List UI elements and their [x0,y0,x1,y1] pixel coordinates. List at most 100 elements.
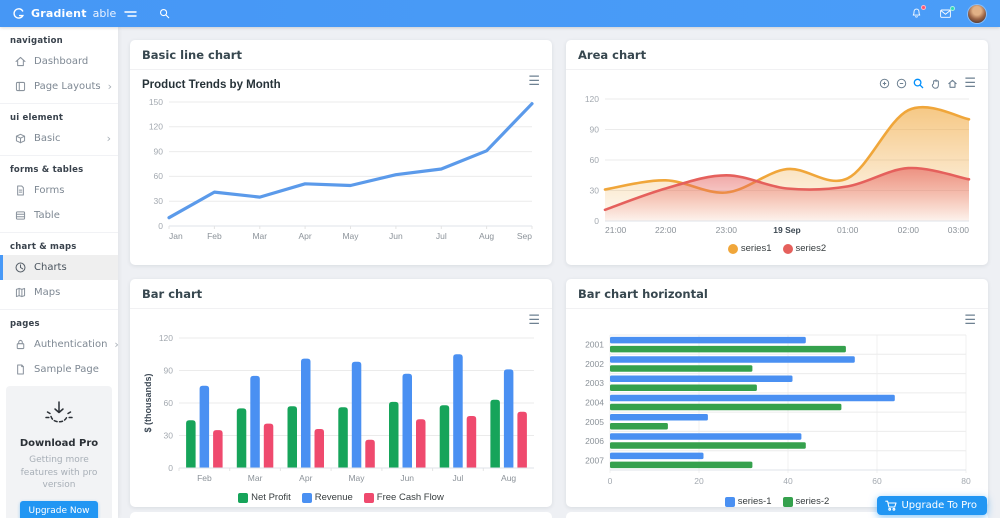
sidebar-nav: navigation Dashboard Page Layouts › ui eleme… [0,27,119,386]
svg-text:Jun: Jun [400,473,414,483]
svg-text:21:00: 21:00 [605,225,627,235]
card-header-bar-chart-horizontal: Bar chart horizontal [566,279,988,309]
brand-logo[interactable]: Gradient able [0,7,118,20]
svg-text:22:00: 22:00 [655,225,677,235]
sidebar-item-label: Basic [34,133,61,144]
zoom-out-icon[interactable] [896,78,907,89]
svg-text:Jul: Jul [452,473,463,483]
notification-badge [921,5,926,10]
legend-marker [301,492,312,503]
message-badge [950,6,955,11]
user-avatar[interactable] [968,4,986,23]
area-chart-toolbar: ☰ [578,76,976,91]
upgrade-to-pro-label: Upgrade To Pro [901,500,977,511]
legend-label: series1 [740,243,772,254]
menu-toggle-icon[interactable] [124,9,137,19]
sidebar-item-sample-page[interactable]: Sample Page [0,357,118,382]
reset-home-icon[interactable] [947,78,958,89]
sidebar-section-pages: pages Authentication › Sample Page [0,310,119,386]
svg-text:2001: 2001 [585,340,604,350]
svg-text:2002: 2002 [585,359,604,369]
svg-text:90: 90 [590,124,600,134]
map-icon [14,286,27,299]
area-chart-menu-icon[interactable]: ☰ [964,75,976,91]
upgrade-to-pro-button[interactable]: Upgrade To Pro [877,496,987,515]
svg-text:Jan: Jan [169,231,183,241]
sidebar: navigation Dashboard Page Layouts › ui eleme… [0,27,119,518]
svg-text:01:00: 01:00 [837,225,859,235]
hbar-chart-legend: series-1 series-2 [578,494,976,509]
sidebar-item-authentication[interactable]: Authentication › [0,332,119,357]
sidebar-item-label: Sample Page [34,364,99,375]
legend-item-series2[interactable]: series2 [782,243,826,254]
svg-text:90: 90 [154,146,164,156]
svg-text:0: 0 [168,463,173,473]
bar-chart-menu-icon[interactable]: ☰ [528,313,540,328]
search-icon[interactable] [159,8,170,19]
cart-icon [885,500,898,511]
chevron-right-icon: › [107,79,112,93]
svg-text:60: 60 [590,155,600,165]
line-chart-canvas: 0 30 60 90 120 150 Jan Feb Mar Apr May Jun Jul Aug Sep [142,94,540,248]
svg-text:Mar: Mar [252,231,267,241]
bar-chart-canvas: 0 30 60 90 120 $ (thousands) Feb Mar Apr May Jun Ju… [142,330,540,490]
card-header-bar-chart: Bar chart [130,279,552,309]
svg-text:Mar: Mar [248,473,263,483]
legend-label: Revenue [314,492,353,503]
horizontal-bar-chart-canvas: 0 20 40 60 80 2001 2002 2003 2004 2005 2006 2007 [578,330,976,494]
svg-text:40: 40 [783,476,793,486]
hbar-chart-menu-icon[interactable]: ☰ [964,313,976,328]
svg-text:$ (thousands): $ (thousands) [143,373,153,432]
legend-item-series1[interactable]: series1 [727,243,772,254]
legend-marker [724,496,735,507]
svg-text:90: 90 [164,365,174,375]
sidebar-item-label: Forms [34,185,65,196]
svg-text:Jul: Jul [436,231,447,241]
next-row-card-partial-right [566,512,988,518]
selection-zoom-icon[interactable] [913,78,924,89]
area-chart-canvas[interactable]: 0 30 60 90 120 21:00 22:00 23:00 19 Sep 01:00 02:0… [578,91,976,241]
sidebar-item-label: Table [34,210,60,221]
main-content: Basic line chart Product Trends by Month… [118,27,1000,518]
svg-text:2007: 2007 [585,455,604,465]
bar-chart-legend: Net Profit Revenue Free Cash Flow [142,490,540,505]
sidebar-item-page-layouts[interactable]: Page Layouts › [0,74,118,99]
sidebar-item-dashboard[interactable]: Dashboard [0,49,118,74]
sidebar-section-chart-maps: chart & maps Charts Maps [0,233,118,310]
line-chart-menu-icon[interactable]: ☰ [528,74,540,89]
legend-item-series-2[interactable]: series-2 [782,496,829,507]
download-pro-card: Download Pro Getting more features with … [6,386,112,518]
svg-text:2005: 2005 [585,417,604,427]
sidebar-item-maps[interactable]: Maps [0,280,118,305]
sidebar-section-title: ui element [10,113,64,123]
messages-mail-icon[interactable] [939,6,955,19]
zoom-in-icon[interactable] [879,78,890,89]
svg-text:19 Sep: 19 Sep [773,225,800,235]
sidebar-section-navigation: navigation Dashboard Page Layouts › [0,27,118,104]
sidebar-item-charts[interactable]: Charts [0,255,118,280]
area-chart-legend: series1 series2 [578,241,976,256]
upgrade-now-button[interactable]: Upgrade Now [19,500,99,518]
legend-item-revenue[interactable]: Revenue [301,492,353,503]
svg-text:Aug: Aug [501,473,516,483]
sidebar-item-basic[interactable]: Basic › [0,126,118,151]
legend-item-net-profit[interactable]: Net Profit [238,492,291,503]
sidebar-section-title: chart & maps [10,242,77,252]
table-icon [14,209,27,222]
svg-text:Feb: Feb [207,231,222,241]
file-text-icon [14,184,27,197]
sidebar-section-title: navigation [10,36,63,46]
sidebar-item-forms[interactable]: Forms [0,178,118,203]
pan-hand-icon[interactable] [930,78,941,89]
download-pro-icon [40,401,78,431]
legend-item-free-cash-flow[interactable]: Free Cash Flow [363,492,444,503]
svg-text:120: 120 [149,122,163,132]
card-area-chart: Area chart ☰ 0 30 60 90 120 21:00 22:00 23:00 19… [566,40,988,265]
file-icon [14,363,27,376]
sidebar-item-table[interactable]: Table [0,203,118,228]
legend-item-series-1[interactable]: series-1 [724,496,772,507]
svg-text:Apr: Apr [299,473,312,483]
legend-marker [363,492,374,503]
svg-text:0: 0 [158,221,163,231]
notifications-bell-icon[interactable] [910,5,926,20]
